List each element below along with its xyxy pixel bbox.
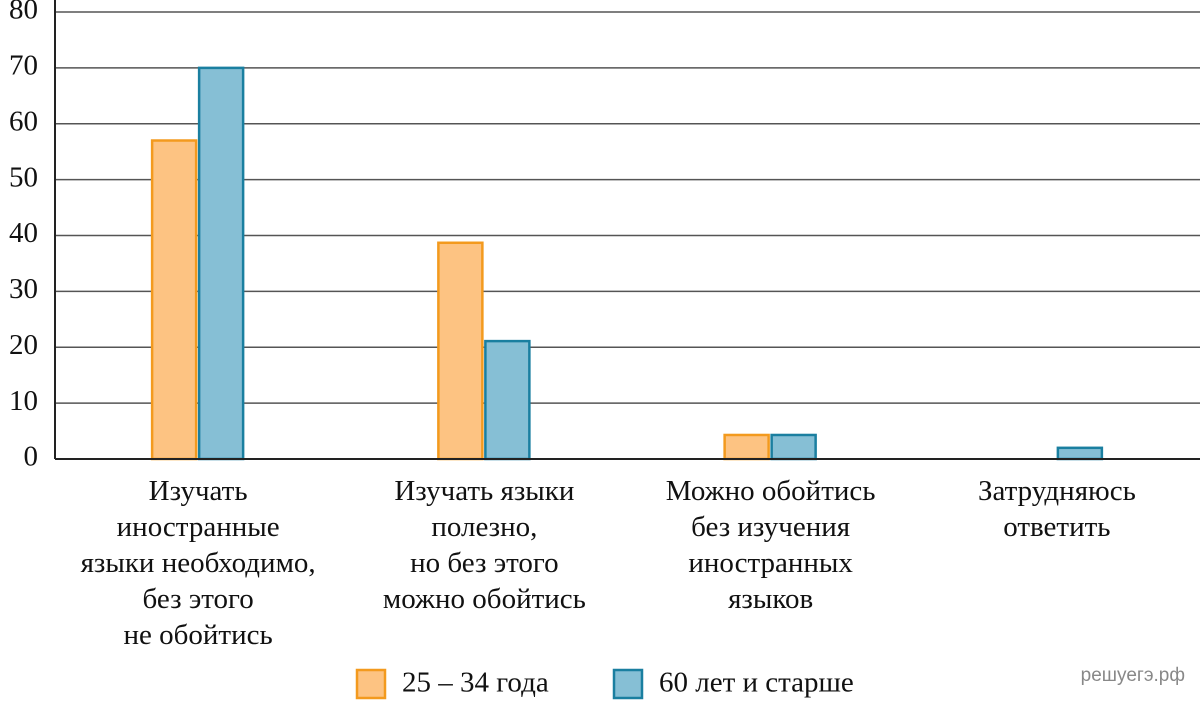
y-tick-label: 80 [9,0,38,26]
y-tick-label: 40 [9,217,38,249]
legend-swatch [612,668,644,700]
x-tick-label: Можно обойтись без изучения иностранных язы… [666,475,876,615]
bar [1056,446,1104,461]
bar [484,339,531,461]
y-tick-label: 0 [24,441,39,473]
y-tick-label: 10 [9,385,38,417]
y-tick-label: 50 [9,161,38,193]
bar [723,433,770,461]
legend-swatch [355,668,387,700]
y-tick-label: 30 [9,273,38,305]
y-tick-label: 70 [9,50,38,82]
bar [197,66,245,461]
watermark: решуегэ.рф [1081,665,1185,686]
bar [437,241,484,461]
y-tick-label: 60 [9,105,38,137]
bar [150,139,198,461]
bar [770,433,817,461]
x-tick-label: Изучать иностранные языки необходимо, без э… [81,475,316,651]
y-tick-label: 20 [9,329,38,361]
legend-label: 25 – 34 года [402,667,549,699]
x-tick-label: Изучать языки полезно, но без этого можно о… [383,475,586,615]
x-tick-label: Затрудняюсь ответить [978,475,1136,543]
legend-label: 60 лет и старше [659,667,854,699]
